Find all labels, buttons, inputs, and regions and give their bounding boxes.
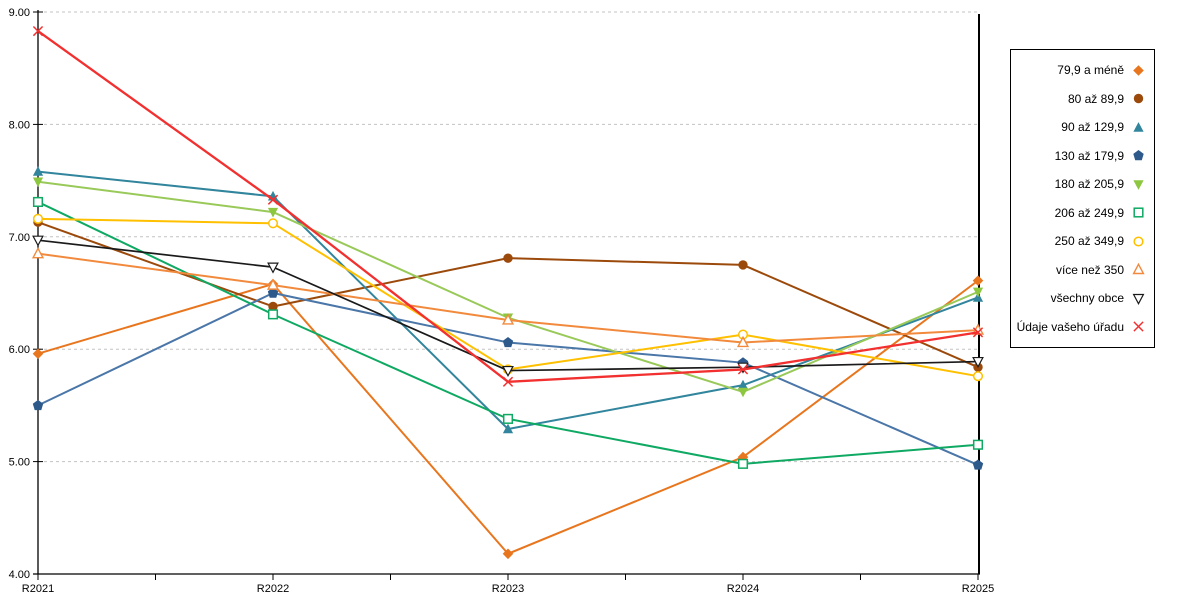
- marker-80-az-89-9-r2023: [503, 253, 513, 263]
- marker-250-az-349-9-r2021: [32, 213, 44, 224]
- legend-item-label: 206 až 249,9: [1054, 205, 1124, 220]
- triangle-open-marker-shape: [1132, 263, 1145, 275]
- series-line-90-az-129-9: [37, 170, 979, 431]
- triangle-down-marker-icon: [1133, 180, 1144, 190]
- marker-130-az-179-9-r2025: [972, 459, 984, 470]
- triangle-down-marker-shape: [1133, 180, 1144, 190]
- legend-item-label: 130 až 179,9: [1054, 148, 1124, 163]
- circle-open-marker-shape: [1133, 236, 1144, 247]
- marker-90-az-129-9-r2024: [737, 379, 749, 390]
- legend-item-label: všechny obce: [1050, 291, 1124, 306]
- y-axis-label: 4.00: [9, 569, 30, 581]
- marker-180-az-205-9-r2021: [32, 177, 44, 188]
- marker-206-az-249-9-r2022: [267, 309, 279, 320]
- marker-79-9-a-mene-r2024: [737, 451, 749, 463]
- legend-item-label: 250 až 349,9: [1054, 234, 1124, 249]
- triangle-marker-icon: [1133, 121, 1144, 132]
- marker-130-az-179-9-r2022: [267, 287, 279, 298]
- legend-item-vice-nez-350: více než 350: [1011, 262, 1154, 277]
- marker-180-az-205-9-r2024: [737, 387, 749, 398]
- marker-206-az-249-9-r2021: [32, 196, 44, 208]
- marker-udaje-vaseho-uradu-r2022: [267, 194, 279, 205]
- pentagon-marker-shape: [1133, 150, 1144, 161]
- marker-180-az-205-9-r2025: [972, 287, 984, 298]
- marker-vice-nez-350-r2021: [31, 246, 45, 259]
- marker-206-az-249-9-r2023: [502, 413, 514, 424]
- marker-vice-nez-350-r2022: [266, 278, 280, 290]
- marker-vsechny-obce-r2022: [267, 262, 279, 274]
- x-axis-label: R2024: [727, 583, 759, 595]
- legend-item-udaje-vaseho-uradu: Údaje vašeho úřadu: [1011, 319, 1154, 334]
- marker-vsechny-obce-r2021: [32, 235, 44, 247]
- triangle-down-open-marker-icon: [1132, 293, 1145, 305]
- marker-udaje-vaseho-uradu-r2024: [737, 364, 749, 375]
- square-open-marker-icon: [1133, 207, 1144, 218]
- diamond-marker-shape: [1133, 64, 1144, 76]
- diamond-marker-icon: [1133, 64, 1144, 76]
- legend-item-250-az-349-9: 250 až 349,9: [1011, 234, 1154, 249]
- marker-130-az-179-9-r2023: [502, 336, 514, 348]
- legend-item-130-az-179-9: 130 až 179,9: [1011, 148, 1154, 163]
- legend-item-79-9-a-mene: 79,9 a méně: [1011, 63, 1154, 78]
- marker-80-az-89-9-r2024: [738, 260, 748, 270]
- y-axis-label: 7.00: [9, 232, 30, 244]
- marker-79-9-a-mene-r2025: [972, 275, 984, 286]
- x-axis-label: R2022: [257, 583, 289, 595]
- marker-90-az-129-9-r2023: [502, 423, 514, 434]
- marker-vsechny-obce-r2025: [972, 356, 984, 369]
- marker-vice-nez-350-r2023: [501, 313, 515, 325]
- legend-item-90-az-129-9: 90 až 129,9: [1011, 120, 1154, 135]
- pentagon-marker-icon: [1133, 150, 1144, 161]
- marker-250-az-349-9-r2022: [267, 218, 279, 229]
- y-axis-label: 5.00: [9, 457, 30, 469]
- circle-marker-shape: [1133, 94, 1144, 104]
- series-line-180-az-205-9: [37, 180, 979, 393]
- marker-udaje-vaseho-uradu-r2021: [32, 25, 44, 37]
- triangle-open-marker-icon: [1132, 263, 1145, 275]
- marker-250-az-349-9-r2025: [972, 371, 984, 382]
- circle-open-marker-icon: [1133, 236, 1144, 247]
- x-cross-marker-shape: [1133, 321, 1144, 332]
- legend-item-label: Údaje vašeho úřadu: [1016, 319, 1124, 334]
- x-axis-label: R2021: [22, 583, 54, 595]
- y-axis-label: 9.00: [9, 7, 30, 19]
- marker-130-az-179-9-r2021: [32, 399, 44, 411]
- marker-udaje-vaseho-uradu-r2023: [502, 376, 514, 387]
- y-axis-label: 6.00: [9, 344, 30, 356]
- marker-180-az-205-9-r2022: [267, 207, 279, 218]
- circle-marker-icon: [1133, 94, 1144, 104]
- legend-item-206-az-249-9: 206 až 249,9: [1011, 205, 1154, 220]
- legend-item-vsechny-obce: všechny obce: [1011, 291, 1154, 306]
- legend-item-label: více než 350: [1055, 262, 1124, 277]
- marker-206-az-249-9-r2025: [972, 439, 984, 450]
- marker-79-9-a-mene-r2021: [32, 348, 44, 359]
- x-cross-marker-icon: [1133, 321, 1144, 332]
- marker-79-9-a-mene-r2023: [502, 548, 514, 560]
- series-line-vice-nez-350: [37, 252, 979, 344]
- triangle-down-open-marker-shape: [1132, 293, 1145, 305]
- legend-item-label: 80 až 89,9: [1067, 91, 1124, 106]
- marker-vsechny-obce-r2023: [502, 365, 514, 378]
- legend-item-label: 79,9 a méně: [1057, 63, 1124, 78]
- x-axis-label: R2025: [962, 583, 994, 595]
- x-axis-label: R2023: [492, 583, 524, 595]
- legend-item-label: 90 až 129,9: [1061, 120, 1124, 135]
- y-axis-label: 8.00: [9, 119, 30, 131]
- triangle-marker-shape: [1133, 121, 1144, 132]
- marker-vice-nez-350-r2024: [736, 335, 750, 348]
- legend: 79,9 a méně 80 až 89,9 90 až 129,9 130 až 1…: [1010, 49, 1155, 348]
- legend-item-180-az-205-9: 180 až 205,9: [1011, 177, 1154, 192]
- marker-80-az-89-9-r2022: [268, 301, 278, 312]
- marker-udaje-vaseho-uradu-r2025: [972, 327, 984, 338]
- marker-206-az-249-9-r2024: [737, 458, 749, 469]
- legend-item-80-az-89-9: 80 až 89,9: [1011, 91, 1154, 106]
- square-open-marker-shape: [1133, 207, 1144, 218]
- legend-item-label: 180 až 205,9: [1054, 177, 1124, 192]
- marker-90-az-129-9-r2021: [32, 166, 44, 176]
- series-line-udaje-vaseho-uradu: [36, 29, 980, 383]
